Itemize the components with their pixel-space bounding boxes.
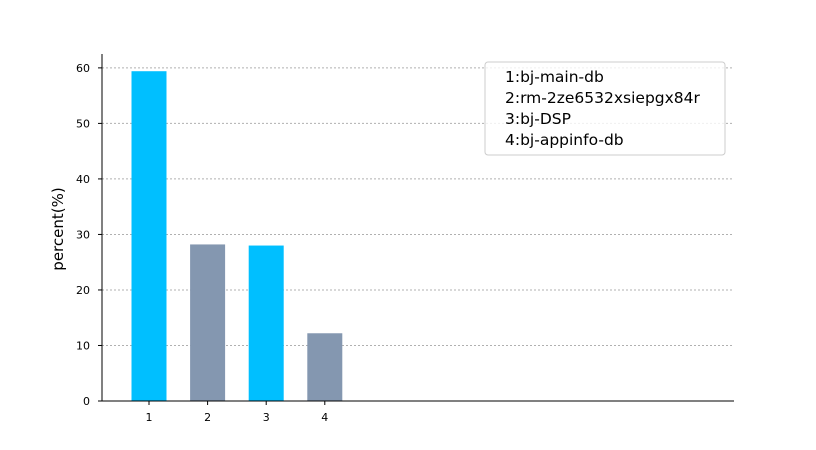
y-tick-label: 60 xyxy=(76,62,90,75)
bar xyxy=(190,244,226,401)
y-tick-label: 40 xyxy=(76,173,90,186)
x-tick-label: 3 xyxy=(263,411,270,424)
y-tick-label: 50 xyxy=(76,117,90,130)
y-tick-label: 20 xyxy=(76,284,90,297)
legend-entry: 3:bj-DSP xyxy=(505,110,571,128)
y-ticks: 0 10 20 30 40 50 60 xyxy=(76,62,102,408)
legend-box xyxy=(484,61,726,156)
x-ticks: 1 2 3 4 xyxy=(146,401,328,424)
y-axis-label: percent(%) xyxy=(49,187,67,270)
bar xyxy=(131,71,167,402)
x-tick-label: 1 xyxy=(146,411,153,424)
bars xyxy=(131,71,343,402)
legend-entry: 1:bj-main-db xyxy=(505,68,604,86)
x-tick-label: 2 xyxy=(204,411,211,424)
bar xyxy=(248,245,284,401)
x-tick-label: 4 xyxy=(321,411,328,424)
bar xyxy=(307,333,343,401)
legend-entry: 4:bj-appinfo-db xyxy=(505,131,624,149)
y-tick-label: 0 xyxy=(83,395,90,408)
legend: 1:bj-main-db 2:rm-2ze6532xsiepgx84r 3:bj… xyxy=(484,61,726,156)
y-tick-label: 30 xyxy=(76,228,90,241)
y-tick-label: 10 xyxy=(76,339,90,352)
legend-entry: 2:rm-2ze6532xsiepgx84r xyxy=(505,89,701,107)
